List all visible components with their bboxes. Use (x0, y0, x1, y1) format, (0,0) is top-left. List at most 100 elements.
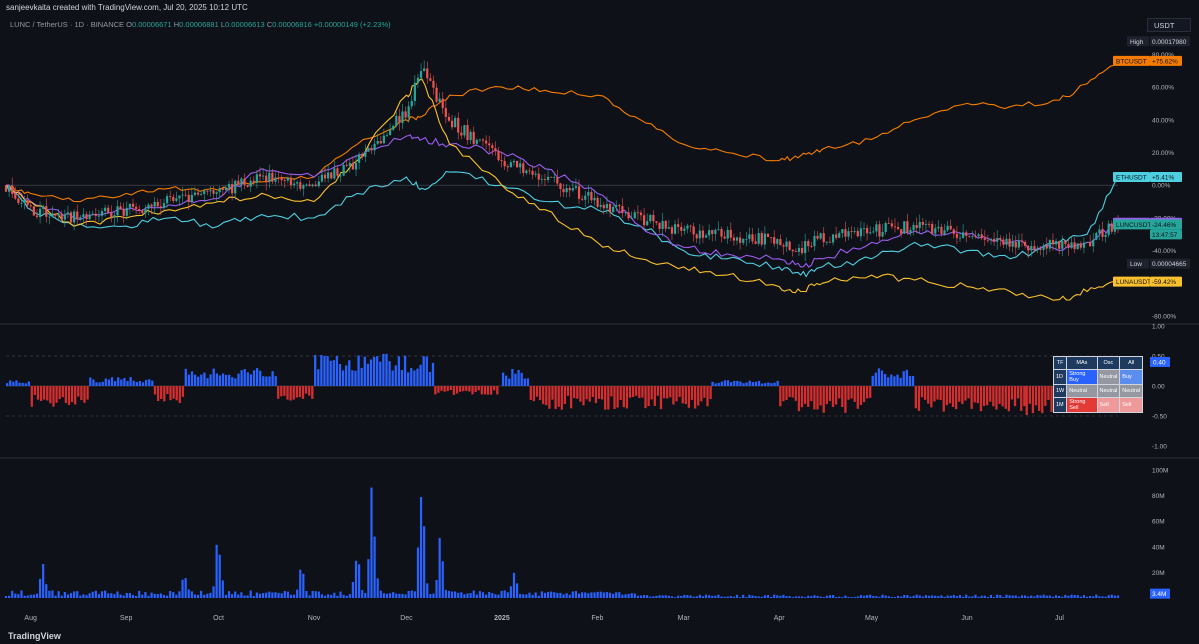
candle-body (568, 188, 571, 191)
volume-bar (196, 594, 200, 598)
osc-bar (631, 386, 635, 398)
low-value: 0.00004665 (1152, 261, 1187, 268)
series-tag-lunausdt: LUNAUSDT -59.42% (1113, 276, 1182, 287)
volume-bar (568, 594, 571, 598)
candle-body (788, 241, 791, 250)
candle-body (608, 203, 612, 213)
volume-bar (141, 594, 144, 598)
volume-bar (240, 592, 243, 598)
symbol-name[interactable]: LUNC / TetherUS · 1D · BINANCE (10, 20, 125, 29)
volume-bar (866, 595, 869, 598)
osc-bar (425, 356, 428, 386)
candle-body (327, 172, 330, 179)
osc-last-value: 0.40 (1153, 360, 1166, 367)
volume-bar (150, 592, 153, 598)
tradingview-logo[interactable]: TradingView (8, 631, 61, 641)
candle-body (221, 188, 224, 190)
candle-body (351, 163, 355, 170)
osc-bar (64, 386, 68, 404)
candle-body (903, 221, 906, 234)
candle-body (701, 230, 705, 238)
osc-bar (538, 386, 542, 401)
osc-bar (369, 359, 373, 386)
series-last-value: +5.41% (1152, 175, 1174, 182)
osc-bar (357, 355, 360, 386)
series-tag-btcusdt: BTCUSDT +75.62% (1113, 55, 1182, 66)
osc-bar (1020, 386, 1023, 411)
candle-body (215, 192, 218, 194)
osc-bar (551, 386, 554, 400)
osc-bar (841, 386, 844, 407)
osc-bar (332, 360, 335, 386)
candle-body (869, 232, 872, 234)
osc-bar (129, 377, 132, 386)
candle-body (305, 184, 308, 186)
volume-bar (485, 594, 488, 598)
candle-body (224, 187, 228, 190)
volume-bar (918, 595, 921, 598)
volume-bar (522, 594, 525, 598)
volume-bar (7, 595, 11, 598)
candle-body (686, 225, 689, 229)
candle-body (54, 213, 57, 216)
volume-last-value: 3.4M (1152, 591, 1166, 598)
volume-last-tag (1150, 588, 1170, 599)
candle-body (246, 184, 249, 187)
open-label: O (126, 20, 132, 29)
osc-bar (954, 386, 958, 410)
osc-bar (597, 386, 601, 399)
series-last-value: +75.62% (1152, 58, 1178, 65)
candle-body (732, 237, 736, 241)
candle-body (893, 226, 897, 228)
volume-bar (29, 594, 32, 598)
candle-body (1027, 245, 1030, 251)
volume-bar (974, 594, 977, 598)
osc-bar (1025, 386, 1028, 416)
osc-bar (92, 379, 95, 386)
candle-body (100, 211, 104, 216)
candle-body (51, 213, 54, 217)
candle-body (4, 185, 8, 192)
volume-bar (605, 592, 609, 598)
candle-body (147, 204, 150, 209)
volume-bar (562, 594, 565, 598)
volume-bar (162, 594, 166, 598)
candle-body (695, 234, 698, 239)
volume-bar (1027, 596, 1030, 598)
volume-bar (190, 591, 193, 598)
osc-bar (95, 382, 98, 386)
currency-button[interactable]: USDT (1147, 18, 1191, 32)
volume-bar (559, 592, 562, 598)
volume-bar (435, 580, 438, 598)
osc-bar (807, 386, 810, 407)
table-cell: Neutral (1096, 369, 1121, 385)
candle-body (562, 188, 565, 193)
volume-bar (79, 595, 82, 598)
candle-body (447, 116, 451, 121)
osc-bar (616, 386, 619, 408)
osc-bar (277, 386, 280, 399)
volume-bar (1064, 594, 1067, 598)
volume-bar (816, 595, 819, 598)
volume-bar (351, 581, 355, 598)
candle-body (193, 192, 197, 195)
osc-bar (1041, 386, 1044, 414)
volume-bar (488, 591, 491, 598)
series-tag-ethusdt: ETHUSDT +5.41% (1113, 172, 1182, 182)
table-cell: 1W (1052, 384, 1068, 398)
candle-body (906, 221, 909, 233)
osc-bar (148, 379, 151, 386)
volume-bar (512, 572, 516, 598)
candle-body (596, 197, 599, 207)
volume-bar (144, 591, 147, 598)
volume-bar (677, 595, 680, 598)
candle-body (602, 204, 605, 209)
volume-bar (14, 593, 17, 598)
volume-bar (491, 593, 494, 598)
osc-bar (822, 386, 825, 413)
osc-bar (585, 386, 588, 400)
osc-bar (1001, 386, 1004, 407)
volume-bar (732, 596, 736, 598)
volume-bar (519, 594, 522, 598)
